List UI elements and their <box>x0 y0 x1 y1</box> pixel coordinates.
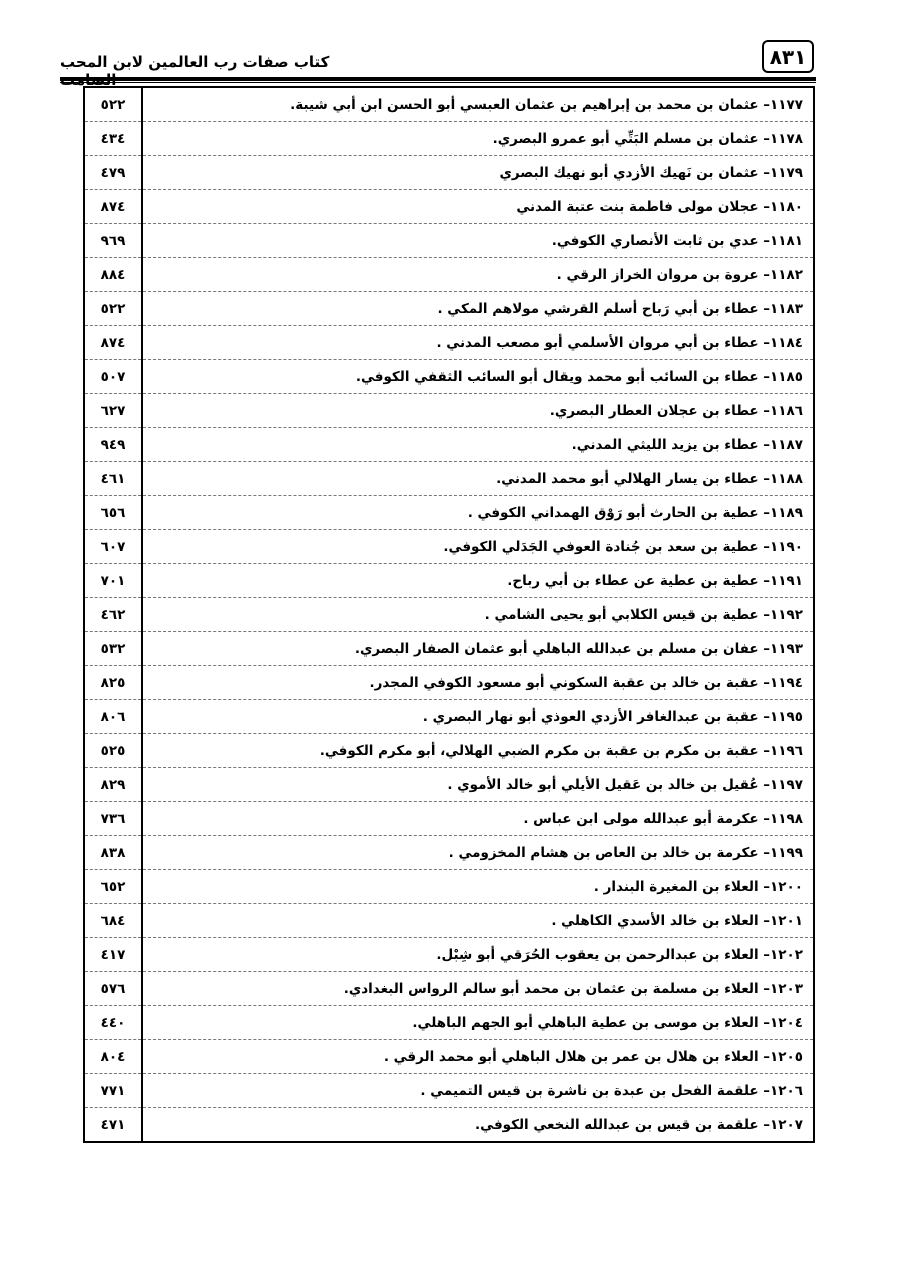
entry-name: ١١٨٩– عطية بن الحارث أبو رَوْق الهمداني … <box>141 495 814 530</box>
table-row: ١١٩٩– عكرمة بن خالد بن العاص بن هشام الم… <box>84 835 814 870</box>
entry-name: ١١٧٩– عثمان بن نَهيك الأزدي أبو نهيك الب… <box>141 155 814 190</box>
entry-page: ٧٧١ <box>84 1073 142 1108</box>
entry-name: ١١٩٣– عفان بن مسلم بن عبدالله الباهلي أب… <box>141 631 814 666</box>
entry-page: ٩٤٩ <box>84 427 142 462</box>
entry-page: ٥٠٧ <box>84 359 142 394</box>
entry-name: ١١٨٦– عطاء بن عجلان العطار البصري. <box>141 393 814 428</box>
entry-name: ١٢٠٤– العلاء بن موسى بن عطية الباهلي أبو… <box>141 1005 814 1040</box>
table-row: ١١٩٤– عقبة بن خالد بن عقبة السكوني أبو م… <box>84 665 814 700</box>
entry-name: ١١٨٠– عجلان مولى فاطمة بنت عتبة المدني <box>141 189 814 224</box>
table-row: ١١٩٧– عُقيل بن خالد بن عَقيل الأيلي أبو … <box>84 767 814 802</box>
entry-page: ٥٢٢ <box>84 87 142 122</box>
entry-name: ١١٨٣– عطاء بن أبي رَباح أسلم القرشي مولا… <box>141 291 814 326</box>
entry-page: ٤٦١ <box>84 461 142 496</box>
table-row: ١١٨٨– عطاء بن يسار الهلالي أبو محمد المد… <box>84 461 814 496</box>
table-row: ١١٩٨– عكرمة أبو عبدالله مولى ابن عباس .٧… <box>84 801 814 836</box>
entry-page: ٧٠١ <box>84 563 142 598</box>
entry-name: ١١٩٦– عقبة بن مكرم بن عقبة بن مكرم الضبي… <box>141 733 814 768</box>
entry-name: ١١٩٤– عقبة بن خالد بن عقبة السكوني أبو م… <box>141 665 814 700</box>
entry-page: ٦٢٧ <box>84 393 142 428</box>
entry-name: ١١٨٥– عطاء بن السائب أبو محمد ويقال أبو … <box>141 359 814 394</box>
entry-page: ٥٢٢ <box>84 291 142 326</box>
entry-page: ٥٣٢ <box>84 631 142 666</box>
entry-name: ١٢٠١– العلاء بن خالد الأسدي الكاهلي . <box>141 903 814 938</box>
entry-page: ٨٠٤ <box>84 1039 142 1074</box>
entry-page: ٦٥٢ <box>84 869 142 904</box>
entry-page: ٧٣٦ <box>84 801 142 836</box>
table-row: ١٢٠٥– العلاء بن هلال بن عمر بن هلال البا… <box>84 1039 814 1074</box>
table-row: ١١٩٠– عطية بن سعد بن جُنادة العوفي الجَد… <box>84 529 814 564</box>
entry-page: ٤٤٠ <box>84 1005 142 1040</box>
entry-page: ٤٧١ <box>100 1116 126 1133</box>
entry-name: ١١٩٢– عطية بن قيس الكلابي أبو يحيى الشام… <box>141 597 814 632</box>
table-row: ١١٩٢– عطية بن قيس الكلابي أبو يحيى الشام… <box>84 597 814 632</box>
table-row: ١١٩٥– عقبة بن عبدالغافر الأزدي العوذي أب… <box>84 699 814 734</box>
entry-name: ١١٨١– عدي بن ثابت الأنصاري الكوفي. <box>141 223 814 258</box>
entry-name: ١١٩٥– عقبة بن عبدالغافر الأزدي العوذي أب… <box>141 699 814 734</box>
entry-name: ١١٩٠– عطية بن سعد بن جُنادة العوفي الجَد… <box>141 529 814 564</box>
entry-page: ٨٧٤ <box>84 189 142 224</box>
entry-name: ١١٨٢– عروة بن مروان الخراز الرقي . <box>141 257 814 292</box>
entry-page: ٥٧٦ <box>84 971 142 1006</box>
table-row: ١١٨٩– عطية بن الحارث أبو رَوْق الهمداني … <box>84 495 814 530</box>
table-row: ١٢٠٧– علقمة بن قيس بن عبدالله النخعي الك… <box>84 1107 814 1142</box>
entry-page: ٦٠٧ <box>84 529 142 564</box>
entry-name: ١١٨٧– عطاء بن يزيد الليثي المدني. <box>141 427 814 462</box>
entry-page: ٦٥٦ <box>84 495 142 530</box>
entry-page: ٨٧٤ <box>84 325 142 360</box>
table-row: ١١٨٥– عطاء بن السائب أبو محمد ويقال أبو … <box>84 359 814 394</box>
entry-page: ٨٠٦ <box>84 699 142 734</box>
table-row: ١٢٠٢– العلاء بن عبدالرحمن بن يعقوب الحُر… <box>84 937 814 972</box>
table-row: ١١٨٦– عطاء بن عجلان العطار البصري. ٦٢٧ <box>84 393 814 428</box>
entry-name: ١٢٠٥– العلاء بن هلال بن عمر بن هلال البا… <box>141 1039 814 1074</box>
table-row: ١١٨٠– عجلان مولى فاطمة بنت عتبة المدني ٨٧… <box>84 189 814 224</box>
entry-page: ٩٦٩ <box>84 223 142 258</box>
table-row: ١١٧٩– عثمان بن نَهيك الأزدي أبو نهيك الب… <box>84 155 814 190</box>
table-row: ١١٨٣– عطاء بن أبي رَباح أسلم القرشي مولا… <box>84 291 814 326</box>
entry-name: ١١٩٧– عُقيل بن خالد بن عَقيل الأيلي أبو … <box>141 767 814 802</box>
entry-name: ١١٩٩– عكرمة بن خالد بن العاص بن هشام الم… <box>141 835 814 870</box>
page-number: ٨٣١ <box>762 40 814 73</box>
entry-page: ٨٢٩ <box>84 767 142 802</box>
table-row: ١٢٠٦– علقمة الفحل بن عبدة بن ناشرة بن قي… <box>84 1073 814 1108</box>
table-row: ١٢٠٠– العلاء بن المغيرة البندار . ٦٥٢ <box>84 869 814 904</box>
entry-page: ٥٢٥ <box>84 733 142 768</box>
entry-name: ١١٨٤– عطاء بن أبي مروان الأسلمي أبو مصعب… <box>141 325 814 360</box>
entry-page: ٨٨٤ <box>84 257 142 292</box>
entry-page: ٤١٧ <box>84 937 142 972</box>
entry-name: ١٢٠٣– العلاء بن مسلمة بن عثمان بن محمد أ… <box>141 971 814 1006</box>
entry-name: ١١٩٨– عكرمة أبو عبدالله مولى ابن عباس . <box>141 801 814 836</box>
table-row: ١١٨١– عدي بن ثابت الأنصاري الكوفي. ٩٦٩ <box>84 223 814 258</box>
table-row: ١١٨٤– عطاء بن أبي مروان الأسلمي أبو مصعب… <box>84 325 814 360</box>
header-rule <box>60 77 816 81</box>
entry-name: ١١٧٧– عثمان بن محمد بن إبراهيم بن عثمان … <box>141 87 814 122</box>
entry-name: ١١٩١– عطية بن عطية عن عطاء بن أبي رباح. <box>141 563 814 598</box>
table-row: ١١٨٧– عطاء بن يزيد الليثي المدني. ٩٤٩ <box>84 427 814 462</box>
entry-page: ٨٣٨ <box>84 835 142 870</box>
running-title: كتاب صفات رب العالمين لابن المحب الصامت <box>60 53 330 89</box>
entry-name: ١٢٠٠– العلاء بن المغيرة البندار . <box>141 869 814 904</box>
entry-name: ١٢٠٦– علقمة الفحل بن عبدة بن ناشرة بن قي… <box>141 1073 814 1108</box>
entry-name: ١١٨٨– عطاء بن يسار الهلالي أبو محمد المد… <box>141 461 814 496</box>
table-row: ١٢٠١– العلاء بن خالد الأسدي الكاهلي . ٦٨٤ <box>84 903 814 938</box>
table-row: ١١٩٣– عفان بن مسلم بن عبدالله الباهلي أب… <box>84 631 814 666</box>
entry-page: ٤٧٩ <box>84 155 142 190</box>
index-table: ١١٧٧– عثمان بن محمد بن إبراهيم بن عثمان … <box>83 86 815 1143</box>
table-row: ١١٧٧– عثمان بن محمد بن إبراهيم بن عثمان … <box>84 87 814 122</box>
header-rule-thin <box>60 82 816 83</box>
table-row: ١٢٠٣– العلاء بن مسلمة بن عثمان بن محمد أ… <box>84 971 814 1006</box>
entry-name: ١١٧٨– عثمان بن مسلم البَتِّي أبو عمرو ال… <box>141 121 814 156</box>
entry-page: ٦٨٤ <box>84 903 142 938</box>
entry-page: ٤٣٤ <box>84 121 142 156</box>
table-row: ١١٩٦– عقبة بن مكرم بن عقبة بن مكرم الضبي… <box>84 733 814 768</box>
table-row: ١٢٠٤– العلاء بن موسى بن عطية الباهلي أبو… <box>84 1005 814 1040</box>
entry-page: ٤٦٢ <box>84 597 142 632</box>
table-row: ١١٧٨– عثمان بن مسلم البَتِّي أبو عمرو ال… <box>84 121 814 156</box>
table-row: ١١٩١– عطية بن عطية عن عطاء بن أبي رباح. ٧… <box>84 563 814 598</box>
table-row: ١١٨٢– عروة بن مروان الخراز الرقي . ٨٨٤ <box>84 257 814 292</box>
entry-name: ١٢٠٧– علقمة بن قيس بن عبدالله النخعي الك… <box>141 1107 814 1142</box>
entry-name: ١٢٠٢– العلاء بن عبدالرحمن بن يعقوب الحُر… <box>141 937 814 972</box>
entry-page: ٨٢٥ <box>84 665 142 700</box>
